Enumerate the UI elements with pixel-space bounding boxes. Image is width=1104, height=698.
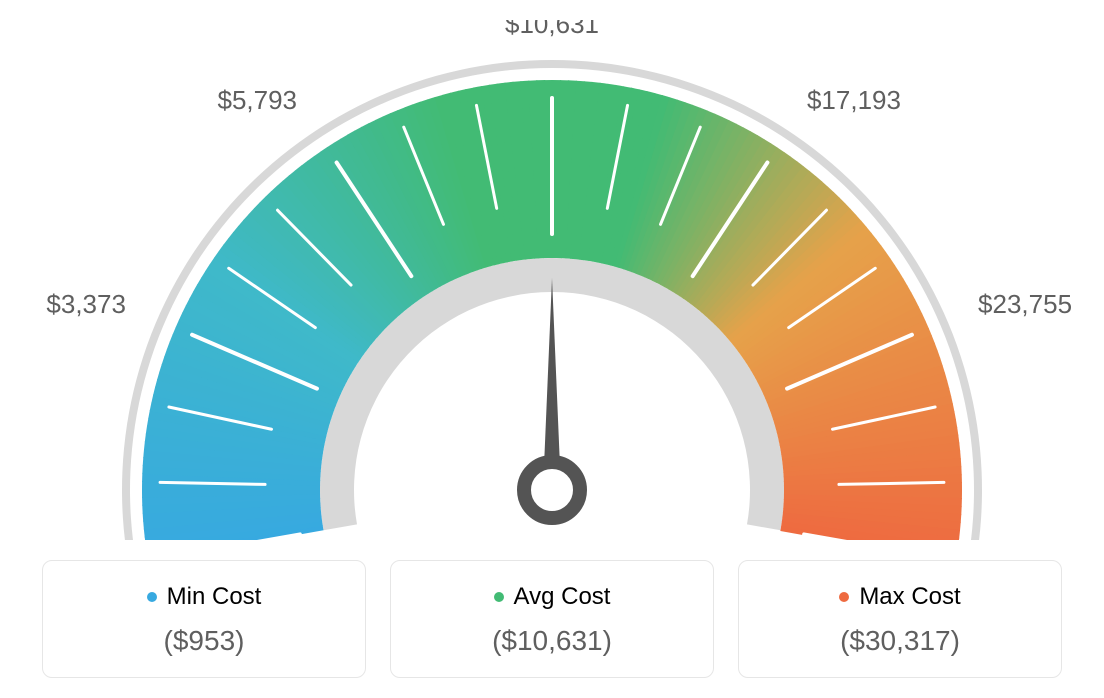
- legend-card-avg: Avg Cost ($10,631): [390, 560, 714, 678]
- legend-label-max: Max Cost: [859, 583, 960, 611]
- gauge-tick-label: $3,373: [46, 289, 126, 319]
- legend-title-min: Min Cost: [147, 583, 262, 611]
- legend-dot-avg: [494, 592, 504, 602]
- legend-title-max: Max Cost: [839, 583, 960, 611]
- gauge-chart: $953$3,373$5,793$10,631$17,193$23,755$30…: [22, 20, 1082, 540]
- legend-value-max: ($30,317): [749, 625, 1051, 657]
- gauge-tick-label: $10,631: [505, 20, 599, 39]
- legend-row: Min Cost ($953) Avg Cost ($10,631) Max C…: [42, 560, 1062, 678]
- legend-dot-max: [839, 592, 849, 602]
- gauge-needle-hub: [524, 462, 580, 518]
- gauge-tick-label: $17,193: [807, 85, 901, 115]
- gauge-tick-label: $5,793: [217, 85, 297, 115]
- legend-value-min: ($953): [53, 625, 355, 657]
- gauge-tick-label: $23,755: [978, 289, 1072, 319]
- legend-value-avg: ($10,631): [401, 625, 703, 657]
- legend-label-avg: Avg Cost: [514, 583, 611, 611]
- legend-card-max: Max Cost ($30,317): [738, 560, 1062, 678]
- legend-dot-min: [147, 592, 157, 602]
- legend-label-min: Min Cost: [167, 583, 262, 611]
- legend-title-avg: Avg Cost: [494, 583, 611, 611]
- gauge-svg: $953$3,373$5,793$10,631$17,193$23,755$30…: [22, 20, 1082, 540]
- legend-card-min: Min Cost ($953): [42, 560, 366, 678]
